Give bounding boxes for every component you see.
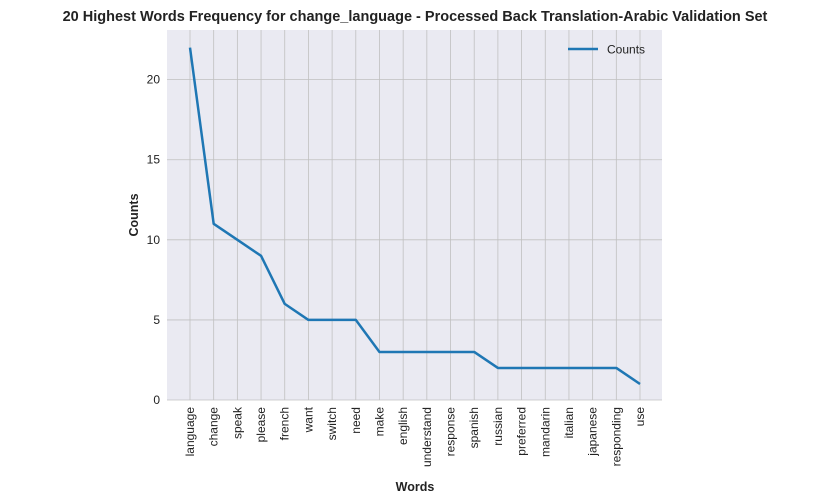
legend: Counts	[568, 43, 645, 57]
x-tick-label: preferred	[515, 407, 529, 456]
plot-area	[167, 30, 662, 400]
x-tick-label: language	[183, 407, 197, 457]
x-axis: language change speak please french want switc…	[183, 406, 647, 467]
x-tick-label: italian	[562, 407, 576, 438]
x-tick-label: need	[349, 407, 363, 434]
x-tick-label: russian	[491, 407, 505, 446]
y-tick-label: 0	[153, 393, 160, 407]
x-tick-label: use	[633, 407, 647, 427]
x-tick-label: spanish	[467, 407, 481, 448]
x-tick-label: speak	[230, 406, 244, 439]
chart-title: 20 Highest Words Frequency for change_la…	[63, 9, 768, 25]
y-tick-label: 15	[147, 153, 161, 167]
x-tick-label: want	[301, 406, 315, 433]
x-tick-label: french	[278, 407, 292, 440]
y-tick-label: 10	[147, 233, 161, 247]
y-axis-label: Counts	[127, 193, 141, 236]
x-tick-label: responding	[609, 407, 623, 466]
x-tick-label: mandarin	[538, 407, 552, 457]
y-tick-label: 20	[147, 73, 161, 87]
x-tick-label: understand	[420, 407, 434, 467]
x-tick-label: change	[207, 407, 221, 447]
x-tick-label: english	[396, 407, 410, 445]
series-line-counts	[188, 47, 641, 386]
y-tick-label: 5	[153, 313, 160, 327]
grid-lines	[167, 30, 662, 401]
y-axis: 0 5 10 15 20	[147, 73, 161, 407]
x-tick-label: please	[254, 407, 268, 443]
x-axis-label: Words	[396, 480, 435, 494]
x-tick-label: switch	[325, 407, 339, 440]
x-tick-label: japanese	[586, 407, 600, 457]
x-tick-label: make	[372, 407, 386, 437]
legend-label-counts: Counts	[607, 43, 645, 57]
x-tick-label: response	[444, 407, 458, 457]
